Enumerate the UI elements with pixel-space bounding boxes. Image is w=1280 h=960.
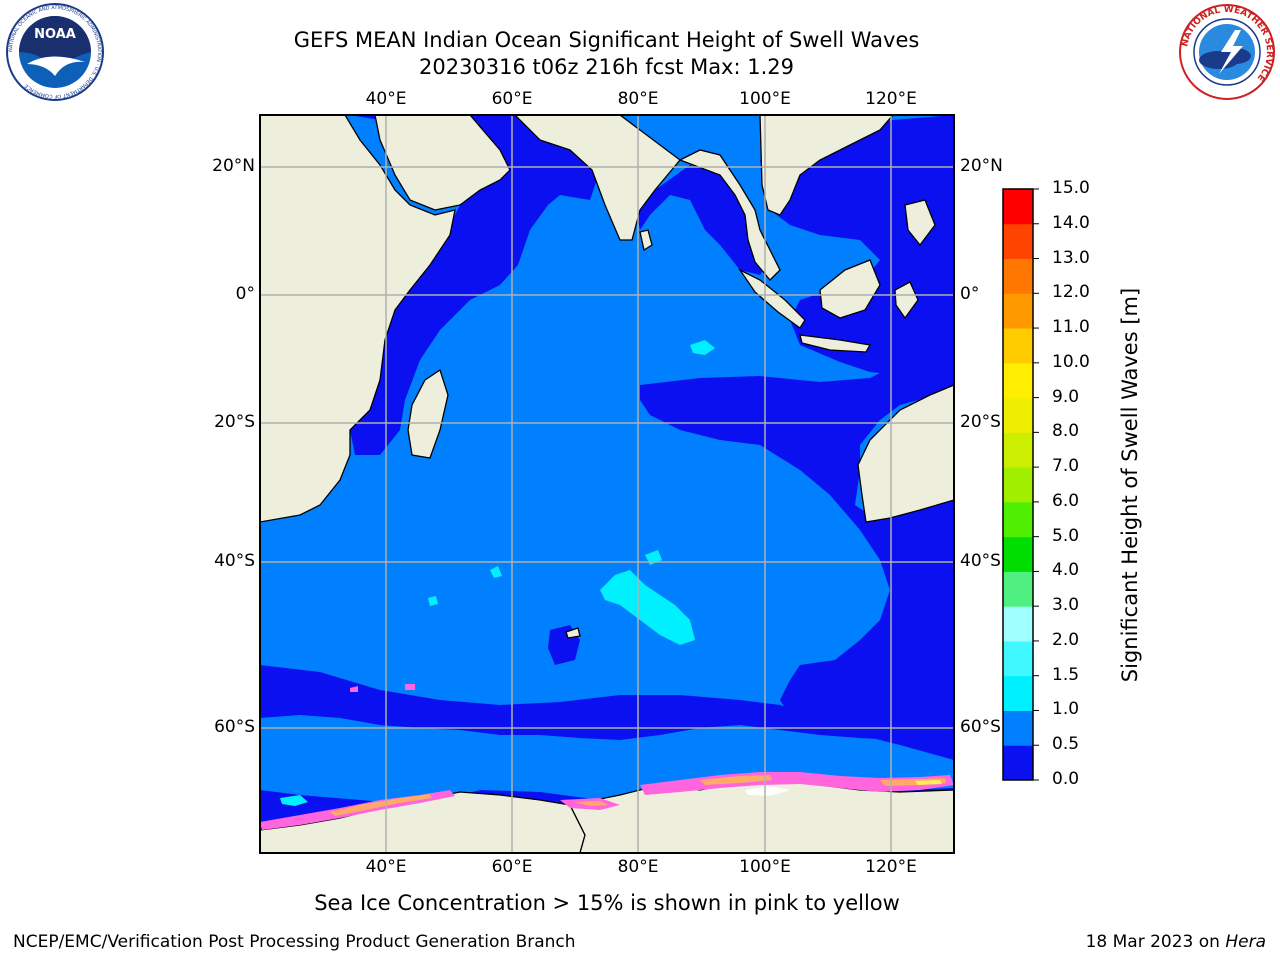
lon-label-top-100e: 100°E bbox=[739, 89, 791, 109]
colorbar-label: Significant Height of Swell Waves [m] bbox=[1118, 287, 1142, 683]
colorbar-tick-label: 10.0 bbox=[1052, 351, 1090, 372]
lon-label-bottom-40e: 40°E bbox=[365, 857, 407, 877]
colorbar-segment bbox=[1003, 501, 1033, 538]
lon-label-bottom-60e: 60°E bbox=[491, 857, 533, 877]
colorbar-segment bbox=[1003, 640, 1033, 677]
lat-label-left-20s: 20°S bbox=[214, 412, 255, 432]
lat-label-left-0: 0° bbox=[235, 284, 255, 304]
colorbar-segment bbox=[1003, 710, 1033, 746]
colorbar-tick-label: 6.0 bbox=[1052, 490, 1080, 511]
landmass bbox=[260, 115, 954, 853]
lon-label-bottom-100e: 100°E bbox=[739, 857, 791, 877]
colorbar-segment bbox=[1003, 328, 1033, 364]
lat-label-right-20n: 20°N bbox=[960, 156, 1003, 176]
lon-label-top-120e: 120°E bbox=[865, 89, 917, 109]
lon-label-top-80e: 80°E bbox=[617, 89, 659, 109]
colorbar-segment bbox=[1003, 293, 1033, 329]
lat-label-right-60s: 60°S bbox=[960, 717, 1001, 737]
lon-label-top-40e: 40°E bbox=[365, 89, 407, 109]
colorbar-tick-label: 0.5 bbox=[1052, 734, 1080, 755]
colorbar-segment bbox=[1003, 606, 1033, 642]
colorbar-segment bbox=[1003, 571, 1033, 607]
colorbar-tick-label: 4.0 bbox=[1052, 560, 1080, 581]
colorbar-segment bbox=[1003, 745, 1033, 781]
nws-logo: NATIONAL WEATHER SERVICE bbox=[1179, 4, 1275, 100]
colorbar-tick-label: 15.0 bbox=[1052, 178, 1090, 198]
colorbar-segment bbox=[1003, 223, 1033, 260]
colorbar-segment bbox=[1003, 189, 1033, 225]
date-text: 18 Mar 2023 on bbox=[1085, 932, 1226, 952]
lat-label-right-20s: 20°S bbox=[960, 412, 1001, 432]
colorbar-segment bbox=[1003, 258, 1033, 294]
colorbar-frame bbox=[1002, 188, 1034, 781]
lat-label-right-0: 0° bbox=[960, 284, 980, 304]
colorbar-tick-label: 11.0 bbox=[1052, 317, 1090, 338]
colorbar-segment bbox=[1003, 432, 1033, 468]
colorbar-segment bbox=[1003, 362, 1033, 399]
colorbar-tick-label: 14.0 bbox=[1052, 212, 1090, 233]
colorbar-tick-label: 9.0 bbox=[1052, 386, 1080, 407]
colorbar-tick-label: 8.0 bbox=[1052, 421, 1080, 442]
lon-label-bottom-80e: 80°E bbox=[617, 857, 659, 877]
colorbar-tick-label: 1.0 bbox=[1052, 699, 1080, 720]
colorbar-tick-label: 3.0 bbox=[1052, 595, 1080, 616]
lat-label-right-40s: 40°S bbox=[960, 551, 1001, 571]
colorbar-segment bbox=[1003, 536, 1033, 572]
svg-text:NOAA: NOAA bbox=[34, 27, 76, 42]
colorbar-tick-label: 0.0 bbox=[1052, 769, 1080, 789]
lat-label-left-60s: 60°S bbox=[214, 717, 255, 737]
colorbar-tick-label: 7.0 bbox=[1052, 456, 1080, 477]
colorbar-segment bbox=[1003, 467, 1033, 503]
lon-label-top-60e: 60°E bbox=[491, 89, 533, 109]
date-stamp: 18 Mar 2023 on Hera bbox=[1086, 932, 1266, 952]
colorbar-tick-label: 2.0 bbox=[1052, 629, 1080, 650]
credit-text: NCEP/EMC/Verification Post Processing Pr… bbox=[13, 932, 576, 952]
colorbar-tick-label: 1.5 bbox=[1052, 664, 1080, 685]
colorbar-tick-label: 5.0 bbox=[1052, 525, 1080, 546]
graticule bbox=[260, 115, 954, 853]
lat-label-left-20n: 20°N bbox=[212, 156, 255, 176]
sea-ice-note: Sea Ice Concentration > 15% is shown in … bbox=[314, 891, 900, 915]
map-frame bbox=[259, 114, 955, 854]
lat-label-left-40s: 40°S bbox=[214, 551, 255, 571]
chart-title: GEFS MEAN Indian Ocean Significant Heigh… bbox=[293, 28, 920, 52]
lon-label-bottom-120e: 120°E bbox=[865, 857, 917, 877]
sea-ice-fringe bbox=[260, 684, 954, 830]
colorbar-tick-label: 13.0 bbox=[1052, 247, 1090, 268]
chart-subtitle: 20230316 t06z 216h fcst Max: 1.29 bbox=[419, 55, 794, 79]
colorbar-segment bbox=[1003, 397, 1033, 433]
machine-name: Hera bbox=[1225, 932, 1266, 952]
noaa-logo: NOAA NATIONAL OCEANIC AND ATMOSPHERIC AD… bbox=[6, 3, 104, 101]
colorbar-segment bbox=[1003, 675, 1033, 711]
colorbar-tick-label: 12.0 bbox=[1052, 282, 1090, 303]
